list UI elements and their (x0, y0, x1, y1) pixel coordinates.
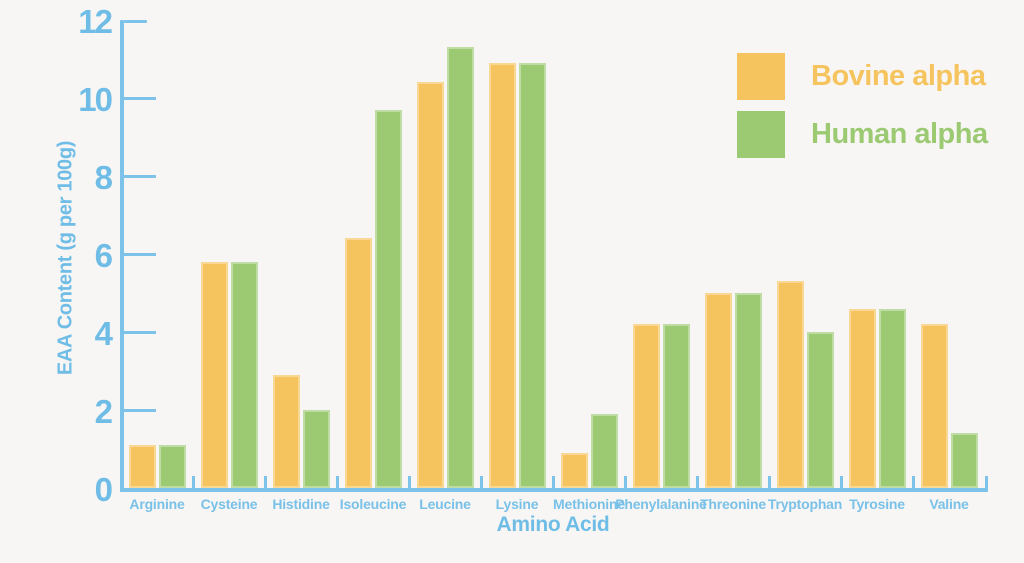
y-tick-label-12: 12 (78, 3, 113, 40)
bar-isoleucine-bovine (344, 238, 372, 488)
y-tick-2 (122, 409, 156, 412)
bar-methionine-human (590, 414, 618, 488)
legend-item-human: Human alpha (737, 111, 988, 158)
group-separator-4 (408, 476, 411, 489)
bar-histidine-human (302, 410, 330, 488)
bar-cysteine-human (230, 262, 258, 488)
bar-tryptophan-human (806, 332, 834, 488)
category-label-methionine: Methionine (553, 496, 625, 512)
bar-lysine-bovine (488, 63, 516, 488)
category-label-isoleucine: Isoleucine (339, 496, 407, 512)
group-separator-6 (552, 476, 555, 489)
bar-tyrosine-bovine (848, 309, 876, 488)
x-axis-title: Amino Acid (496, 513, 610, 536)
bar-phenylalanine-bovine (632, 324, 660, 488)
y-tick-label-6: 6 (94, 237, 113, 274)
y-tick-6 (122, 253, 156, 256)
group-separator-7 (624, 476, 627, 489)
y-tick-label-2: 2 (94, 393, 113, 430)
category-label-phenylalanine: Phenylalanine (615, 496, 707, 512)
group-separator-2 (264, 476, 267, 489)
y-axis-top-bracket (124, 20, 147, 23)
bar-tryptophan-bovine (776, 281, 804, 488)
category-label-valine: Valine (929, 496, 969, 512)
category-label-leucine: Leucine (419, 496, 471, 512)
group-separator-3 (336, 476, 339, 489)
bar-methionine-bovine (560, 453, 588, 488)
x-axis-end-tick (985, 476, 988, 489)
bar-valine-human (950, 433, 978, 488)
bar-threonine-human (734, 293, 762, 488)
bar-phenylalanine-human (662, 324, 690, 488)
y-tick-label-8: 8 (94, 159, 113, 196)
category-label-threonine: Threonine (700, 496, 766, 512)
legend-label-human: Human alpha (811, 118, 988, 150)
legend-label-bovine: Bovine alpha (811, 60, 986, 92)
group-separator-8 (696, 476, 699, 489)
y-axis-line (120, 20, 124, 492)
x-axis-line (120, 488, 988, 492)
category-label-histidine: Histidine (272, 496, 330, 512)
y-tick-label-10: 10 (78, 81, 113, 118)
bar-cysteine-bovine (200, 262, 228, 488)
bar-threonine-bovine (704, 293, 732, 488)
bar-lysine-human (518, 63, 546, 488)
category-label-tryptophan: Tryptophan (767, 496, 843, 512)
category-label-arginine: Arginine (129, 496, 185, 512)
category-label-lysine: Lysine (495, 496, 539, 512)
bar-arginine-human (158, 445, 186, 488)
category-label-tyrosine: Tyrosine (849, 496, 905, 512)
bar-leucine-bovine (416, 82, 444, 488)
bar-leucine-human (446, 47, 474, 488)
category-label-cysteine: Cysteine (200, 496, 258, 512)
y-tick-label-4: 4 (94, 315, 113, 352)
group-separator-10 (840, 476, 843, 489)
y-tick-8 (122, 175, 156, 178)
bar-isoleucine-human (374, 110, 402, 488)
group-separator-9 (768, 476, 771, 489)
y-tick-label-0: 0 (94, 471, 113, 508)
group-separator-5 (480, 476, 483, 489)
y-tick-10 (122, 97, 156, 100)
bar-arginine-bovine (128, 445, 156, 488)
y-tick-4 (122, 331, 156, 334)
legend-swatch-bovine-icon (737, 53, 785, 100)
bar-tyrosine-human (878, 309, 906, 488)
legend-swatch-human-icon (737, 111, 785, 158)
legend: Bovine alpha Human alpha (737, 53, 988, 158)
group-separator-1 (192, 476, 195, 489)
legend-item-bovine: Bovine alpha (737, 53, 988, 100)
bar-histidine-bovine (272, 375, 300, 488)
bar-valine-bovine (920, 324, 948, 488)
group-separator-11 (912, 476, 915, 489)
y-axis-title: EAA Content (g per 100g) (54, 140, 77, 376)
